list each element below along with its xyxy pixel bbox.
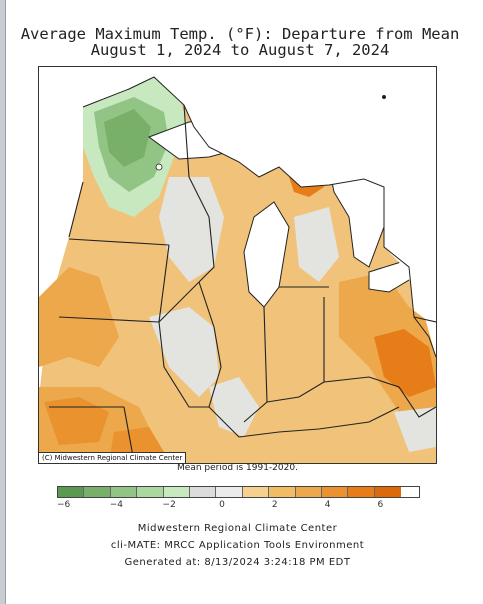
legend-swatch [269,487,296,497]
legend-swatch [58,487,85,497]
lake-michigan [243,201,290,308]
map-title: Average Maximum Temp. (°F): Departure fr… [10,26,470,58]
legend-swatch [348,487,375,497]
legend-tick-label: −2 [162,500,176,510]
legend-swatch [321,487,349,497]
title-line-1: Average Maximum Temp. (°F): Departure fr… [20,25,460,43]
legend-tick-label: 6 [377,500,384,510]
legend-tick-label: −6 [56,500,71,510]
legend-swatch [137,487,164,497]
island-marker [382,95,386,99]
footer-generated: Generated at: 8/13/2024 3:24:18 PM EDT [124,557,351,568]
hot-zone-southwest [44,397,109,445]
footer: Midwestern Regional Climate Center cli-M… [38,520,437,571]
state-boundaries [49,104,436,463]
warm-zone-west [39,267,119,367]
footer-application: cli-MATE: MRCC Application Tools Environ… [110,540,365,551]
near-normal-zone-wi [159,177,224,282]
near-normal-zone-se [394,407,436,452]
canada-area [149,67,436,357]
legend-color-bar [57,486,420,498]
legend-tick-label: 4 [324,500,331,510]
color-legend: −6 −4 −2 0 2 4 6 [57,486,420,512]
legend-swatch [163,487,190,497]
footer-organization: Midwestern Regional Climate Center [137,523,338,534]
lake-marker [155,163,163,171]
legend-swatch [216,487,243,497]
mean-period-note: Mean period is 1991-2020. [177,463,298,473]
window-edge [0,0,6,604]
us-canada-border [82,76,436,358]
legend-swatch [295,487,322,497]
title-line-2: August 1, 2024 to August 7, 2024 [90,41,390,59]
legend-tick-labels: −6 −4 −2 0 2 4 6 [57,498,420,512]
cool-zone-mn-3 [104,109,151,167]
legend-tick-label: 0 [219,500,225,510]
departure-map [39,67,436,463]
map-frame: (C) Midwestern Regional Climate Center [38,66,437,464]
map-credit: (C) Midwestern Regional Climate Center [39,452,187,463]
legend-swatch [374,487,402,497]
near-normal-zone-mi [294,207,339,282]
legend-swatch [242,487,270,497]
legend-swatch [84,487,111,497]
near-normal-zone-il [149,307,219,397]
legend-tick-label: −4 [109,500,124,510]
lake-erie [368,261,415,293]
legend-swatch [189,487,217,497]
hot-zone-east [374,329,436,397]
legend-swatch [110,487,138,497]
legend-tick-label: 2 [271,500,278,510]
near-normal-zone-south [209,377,259,437]
